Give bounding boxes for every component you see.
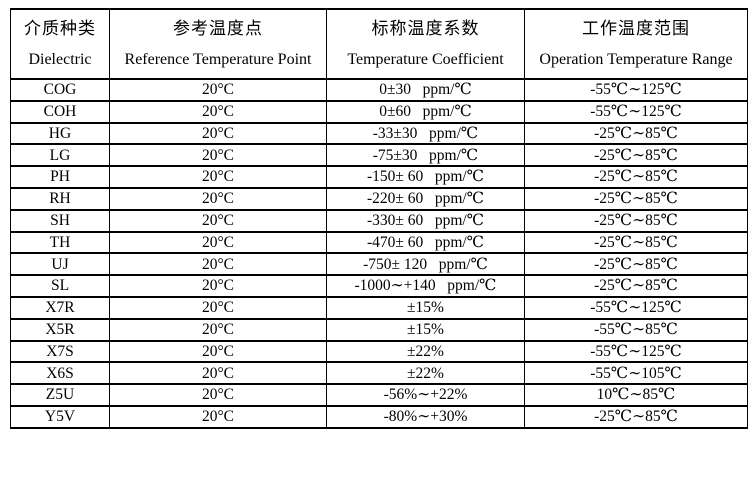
col-header-dielectric-en: Dielectric xyxy=(28,51,92,68)
col-header-dielectric-zh: 介质种类 xyxy=(24,19,96,38)
cell-reference: 20°C xyxy=(109,404,327,429)
cell-range: -25℃∼85℃ xyxy=(524,143,748,168)
cell-coefficient: ±15% xyxy=(326,317,525,342)
cell-dielectric: X7R xyxy=(10,295,110,320)
cell-coefficient: -750± 120 ppm/℃ xyxy=(326,252,525,277)
cell-reference: 20°C xyxy=(109,186,327,211)
cell-dielectric: TH xyxy=(10,230,110,255)
cell-reference: 20°C xyxy=(109,274,327,298)
cell-range: -25℃∼85℃ xyxy=(524,208,748,233)
col-header-dielectric: 介质种类 Dielectric xyxy=(10,8,110,80)
cell-range: -25℃∼85℃ xyxy=(524,274,748,298)
table-row-x6s: X6S 20°C ±22% -55℃∼105℃ xyxy=(10,361,748,386)
cell-range: -55℃∼105℃ xyxy=(524,361,748,386)
table-row-x7s: X7S 20°C ±22% -55℃∼125℃ xyxy=(10,339,748,364)
cell-coefficient: ±22% xyxy=(326,339,525,364)
cell-reference: 20°C xyxy=(109,252,327,277)
cell-reference: 20°C xyxy=(109,208,327,233)
table-row-sh: SH 20°C -330± 60 ppm/℃ -25℃∼85℃ xyxy=(10,208,748,233)
table-row-uj: UJ 20°C -750± 120 ppm/℃ -25℃∼85℃ xyxy=(10,252,748,277)
cell-range: -25℃∼85℃ xyxy=(524,121,748,146)
col-header-reference-point-zh: 参考温度点 xyxy=(173,19,263,38)
cell-coefficient: ±15% xyxy=(326,295,525,320)
table-row-hg: HG 20°C -33±30 ppm/℃ -25℃∼85℃ xyxy=(10,121,748,146)
cell-range: -55℃∼125℃ xyxy=(524,339,748,364)
cell-dielectric: UJ xyxy=(10,252,110,277)
col-header-temperature-coefficient-zh: 标称温度系数 xyxy=(371,19,480,38)
header-row: 介质种类 Dielectric 参考温度点 Reference Temperat… xyxy=(10,8,748,80)
cell-dielectric: COG xyxy=(10,78,110,102)
cell-coefficient: -56%∼+22% xyxy=(326,383,525,407)
cell-range: -25℃∼85℃ xyxy=(524,165,748,189)
table-row-ph: PH 20°C -150± 60 ppm/℃ -25℃∼85℃ xyxy=(10,165,748,189)
cell-reference: 20°C xyxy=(109,121,327,146)
cell-coefficient: -33±30 ppm/℃ xyxy=(326,121,525,146)
cell-coefficient: -220± 60 ppm/℃ xyxy=(326,186,525,211)
cell-dielectric: X6S xyxy=(10,361,110,386)
table-row-z5u: Z5U 20°C -56%∼+22% 10℃∼85℃ xyxy=(10,383,748,407)
cell-range: -55℃∼125℃ xyxy=(524,295,748,320)
col-header-operation-range-en: Operation Temperature Range xyxy=(539,51,733,68)
cell-range: -25℃∼85℃ xyxy=(524,404,748,429)
cell-dielectric: HG xyxy=(10,121,110,146)
cell-range: 10℃∼85℃ xyxy=(524,383,748,407)
col-header-operation-range-zh: 工作温度范围 xyxy=(582,19,690,38)
cell-dielectric: Y5V xyxy=(10,404,110,429)
cell-dielectric: Z5U xyxy=(10,383,110,407)
cell-coefficient: -80%∼+30% xyxy=(326,404,525,429)
cell-dielectric: PH xyxy=(10,165,110,189)
col-header-operation-range: 工作温度范围 Operation Temperature Range xyxy=(524,8,748,80)
table-body: COG 20°C 0±30 ppm/℃ -55℃∼125℃ COH 20°C 0±60 pp… xyxy=(10,78,748,429)
cell-reference: 20°C xyxy=(109,383,327,407)
col-header-reference-point: 参考温度点 Reference Temperature Point xyxy=(109,8,327,80)
cell-dielectric: X7S xyxy=(10,339,110,364)
table-row-th: TH 20°C -470± 60 ppm/℃ -25℃∼85℃ xyxy=(10,230,748,255)
table-row-coh: COH 20°C 0±60 ppm/℃ -55℃∼125℃ xyxy=(10,99,748,124)
cell-range: -55℃∼85℃ xyxy=(524,317,748,342)
cell-reference: 20°C xyxy=(109,78,327,102)
table-row-sl: SL 20°C -1000∼+140 ppm/℃ -25℃∼85℃ xyxy=(10,274,748,298)
cell-dielectric: SL xyxy=(10,274,110,298)
cell-dielectric: RH xyxy=(10,186,110,211)
cell-reference: 20°C xyxy=(109,99,327,124)
cell-dielectric: COH xyxy=(10,99,110,124)
cell-range: -25℃∼85℃ xyxy=(524,252,748,277)
cell-range: -55℃∼125℃ xyxy=(524,99,748,124)
table-row-x7r: X7R 20°C ±15% -55℃∼125℃ xyxy=(10,295,748,320)
table-row-rh: RH 20°C -220± 60 ppm/℃ -25℃∼85℃ xyxy=(10,186,748,211)
cell-reference: 20°C xyxy=(109,165,327,189)
table-row-x5r: X5R 20°C ±15% -55℃∼85℃ xyxy=(10,317,748,342)
cell-coefficient: 0±30 ppm/℃ xyxy=(326,78,525,102)
cell-dielectric: SH xyxy=(10,208,110,233)
cell-range: -25℃∼85℃ xyxy=(524,186,748,211)
cell-coefficient: ±22% xyxy=(326,361,525,386)
cell-reference: 20°C xyxy=(109,143,327,168)
table-row-y5v: Y5V 20°C -80%∼+30% -25℃∼85℃ xyxy=(10,404,748,429)
cell-dielectric: X5R xyxy=(10,317,110,342)
cell-range: -55℃∼125℃ xyxy=(524,78,748,102)
col-header-temperature-coefficient-en: Temperature Coefficient xyxy=(347,51,504,68)
cell-coefficient: 0±60 ppm/℃ xyxy=(326,99,525,124)
cell-dielectric: LG xyxy=(10,143,110,168)
cell-coefficient: -150± 60 ppm/℃ xyxy=(326,165,525,189)
col-header-temperature-coefficient: 标称温度系数 Temperature Coefficient xyxy=(326,8,525,80)
table-header: 介质种类 Dielectric 参考温度点 Reference Temperat… xyxy=(10,8,748,80)
cell-reference: 20°C xyxy=(109,317,327,342)
table-row-lg: LG 20°C -75±30 ppm/℃ -25℃∼85℃ xyxy=(10,143,748,168)
cell-range: -25℃∼85℃ xyxy=(524,230,748,255)
cell-reference: 20°C xyxy=(109,230,327,255)
cell-reference: 20°C xyxy=(109,295,327,320)
table-row-cog: COG 20°C 0±30 ppm/℃ -55℃∼125℃ xyxy=(10,78,748,102)
cell-coefficient: -1000∼+140 ppm/℃ xyxy=(326,274,525,298)
dielectric-spec-table: 介质种类 Dielectric 参考温度点 Reference Temperat… xyxy=(10,8,748,429)
col-header-reference-point-en: Reference Temperature Point xyxy=(124,51,312,68)
cell-reference: 20°C xyxy=(109,361,327,386)
cell-coefficient: -330± 60 ppm/℃ xyxy=(326,208,525,233)
cell-coefficient: -470± 60 ppm/℃ xyxy=(326,230,525,255)
cell-reference: 20°C xyxy=(109,339,327,364)
cell-coefficient: -75±30 ppm/℃ xyxy=(326,143,525,168)
